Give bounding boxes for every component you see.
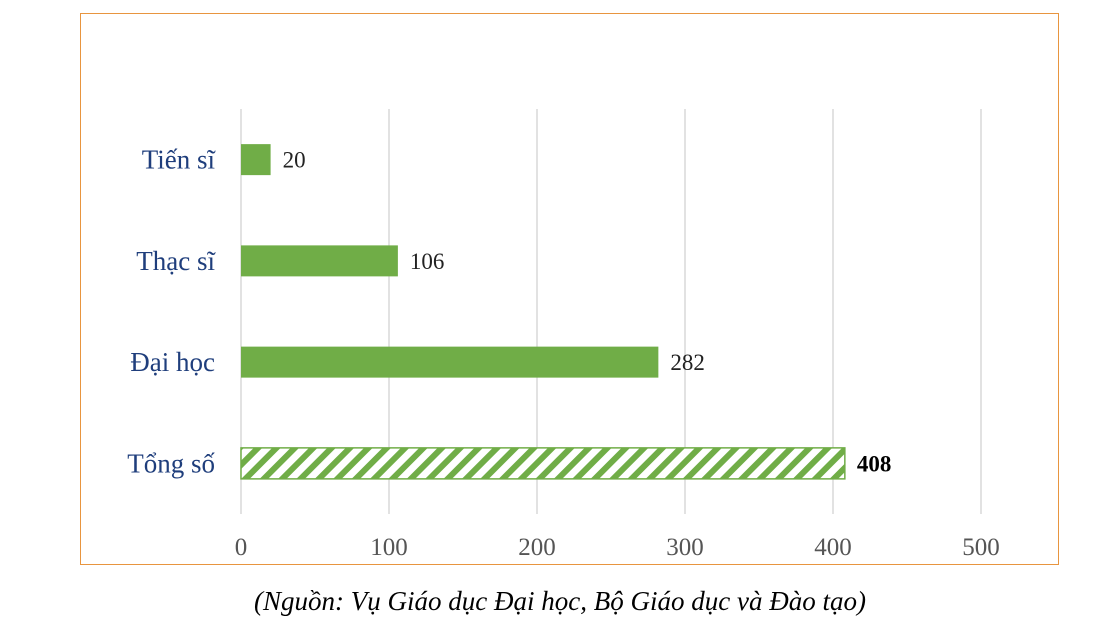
bar-3	[241, 346, 659, 378]
category-label: Tổng số	[127, 448, 215, 478]
x-tick-label: 0	[235, 534, 248, 561]
x-tick-label: 400	[814, 534, 852, 561]
bar-chart: 0 100 200 300 400 500 Tiến sĩ 20 Thạc sĩ 106 Đại h…	[127, 109, 1000, 561]
x-tick-label: 100	[370, 534, 408, 561]
labels: 0 100 200 300 400 500 Tiến sĩ 20 Thạc sĩ 106 Đại h…	[127, 145, 1000, 561]
category-label: Tiến sĩ	[142, 145, 217, 175]
bar-4	[240, 447, 846, 480]
data-label: 20	[283, 148, 306, 173]
x-tick-label: 200	[518, 534, 556, 561]
data-label: 106	[410, 249, 445, 274]
bar-2	[241, 245, 398, 277]
category-label: Đại học	[130, 347, 215, 377]
data-label: 282	[670, 350, 705, 375]
source-note: (Nguồn: Vụ Giáo dục Đại học, Bộ Giáo dục…	[254, 586, 866, 616]
bars	[240, 144, 846, 480]
gridlines	[240, 109, 982, 514]
x-tick-label: 300	[666, 534, 704, 561]
category-label: Thạc sĩ	[136, 246, 216, 276]
chart-frame: 0 100 200 300 400 500 Tiến sĩ 20 Thạc sĩ 106 Đại h…	[80, 13, 1059, 565]
data-label: 408	[857, 451, 892, 476]
bar-1	[241, 144, 271, 176]
x-tick-label: 500	[962, 534, 1000, 561]
